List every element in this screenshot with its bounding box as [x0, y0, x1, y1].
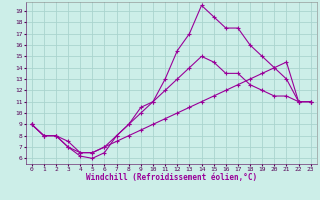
X-axis label: Windchill (Refroidissement éolien,°C): Windchill (Refroidissement éolien,°C) — [86, 173, 257, 182]
